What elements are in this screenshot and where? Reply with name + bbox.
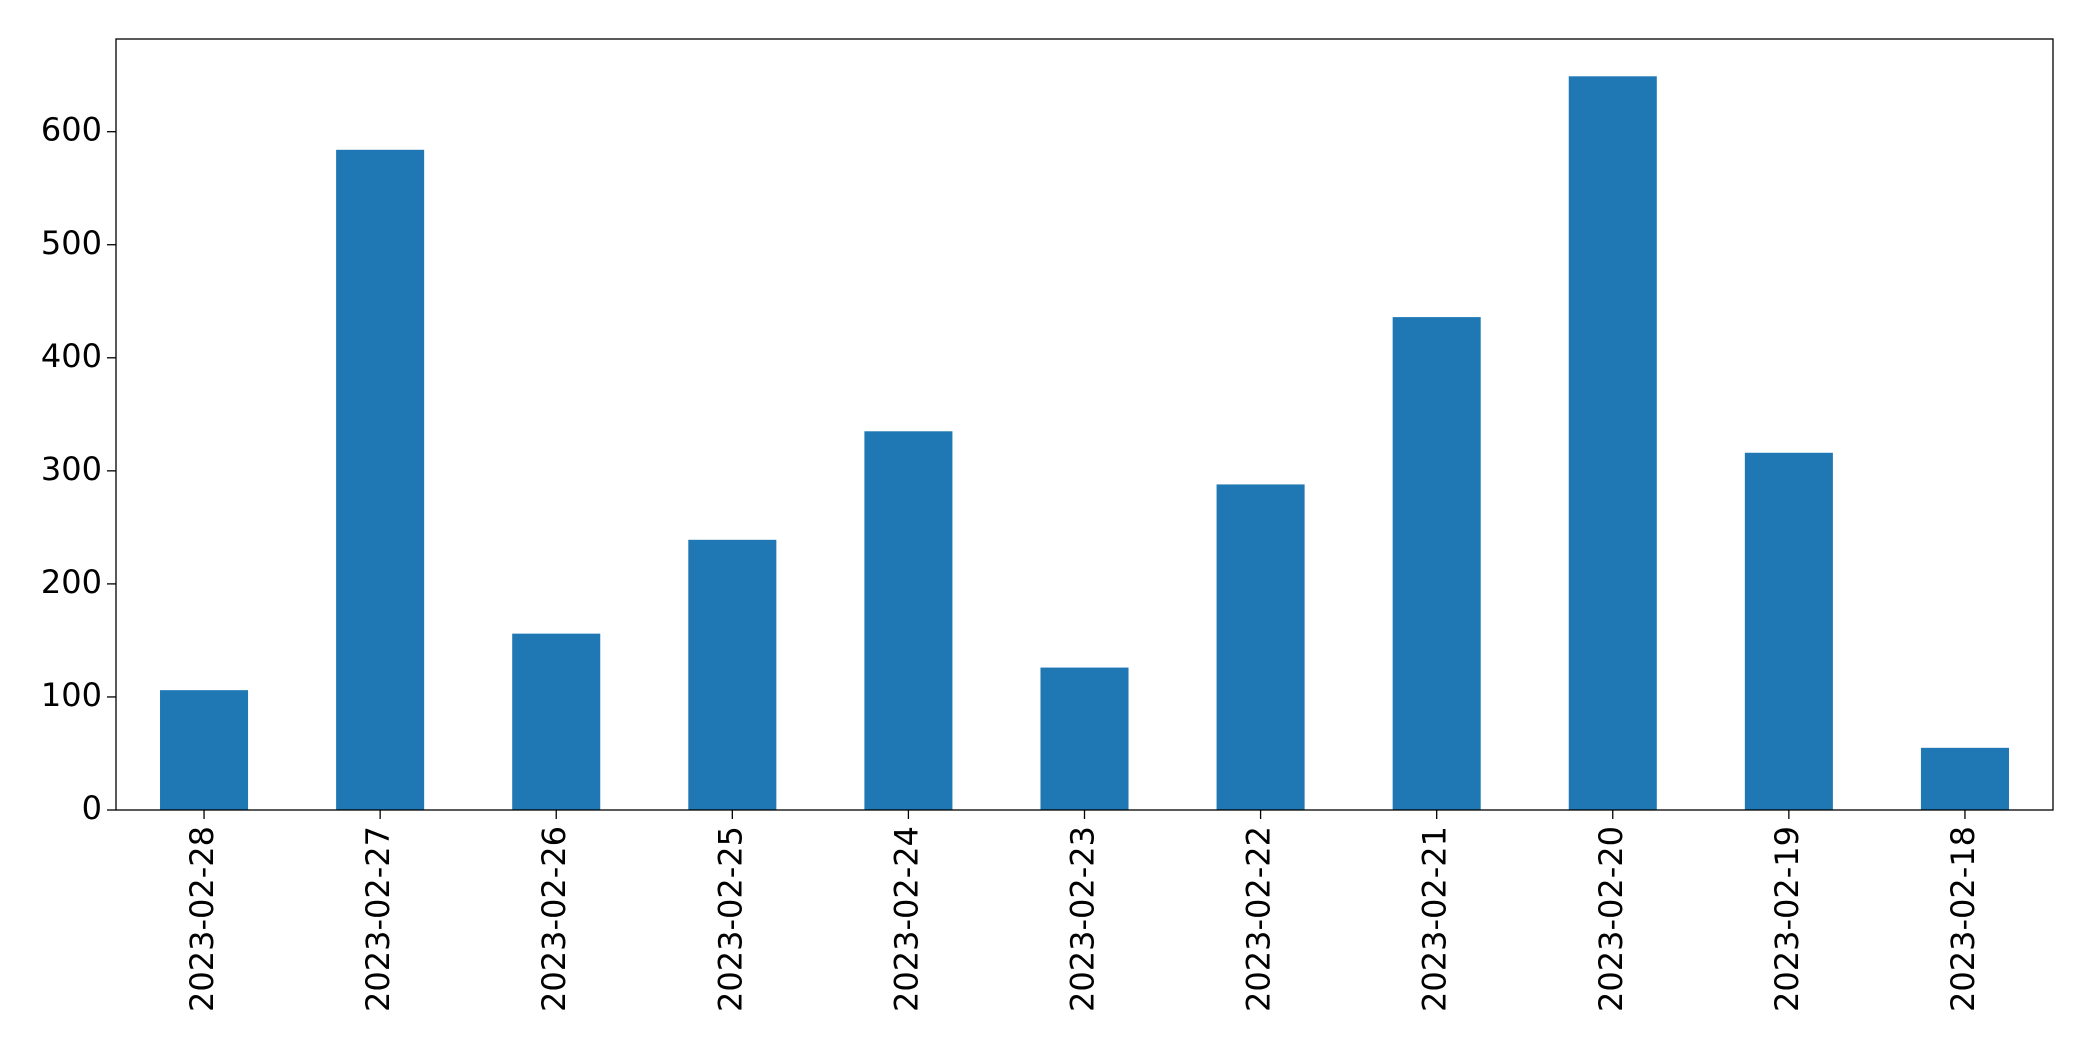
- bar: [1920, 747, 2009, 810]
- y-tick-label: 500: [41, 224, 102, 262]
- bar: [1568, 76, 1657, 810]
- bar: [1216, 484, 1305, 810]
- x-tick-label: 2023-02-28: [183, 826, 221, 1012]
- bar: [688, 539, 777, 810]
- bar: [336, 149, 425, 811]
- bar: [512, 633, 601, 810]
- x-tick-label: 2023-02-26: [535, 826, 573, 1012]
- x-tick-label: 2023-02-19: [1768, 826, 1806, 1012]
- x-tick-label: 2023-02-24: [887, 826, 925, 1012]
- x-tick-label: 2023-02-25: [711, 826, 749, 1012]
- y-tick-label: 200: [41, 563, 102, 601]
- y-tick-label: 600: [41, 111, 102, 149]
- x-tick-label: 2023-02-22: [1240, 826, 1278, 1012]
- x-tick-label: 2023-02-23: [1064, 826, 1102, 1012]
- bar: [160, 690, 249, 810]
- bar: [864, 431, 953, 810]
- bar: [1744, 452, 1833, 810]
- y-tick-label: 0: [82, 789, 102, 827]
- y-tick-label: 400: [41, 337, 102, 375]
- bar: [1040, 667, 1129, 810]
- x-tick-label: 2023-02-18: [1944, 826, 1982, 1012]
- bar: [1392, 317, 1481, 810]
- x-tick-label: 2023-02-27: [359, 826, 397, 1012]
- x-tick-label: 2023-02-21: [1416, 826, 1454, 1012]
- y-tick-label: 300: [41, 450, 102, 488]
- axes-frame: [115, 38, 2054, 811]
- x-tick-label: 2023-02-20: [1592, 826, 1630, 1012]
- y-tick-label: 100: [41, 676, 102, 714]
